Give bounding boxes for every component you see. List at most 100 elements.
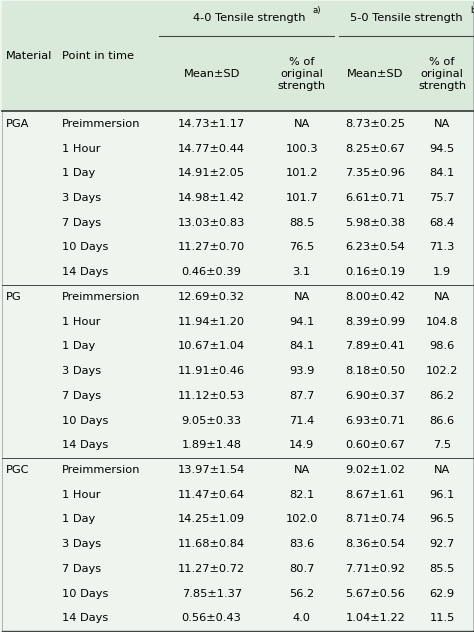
Text: 96.5: 96.5 xyxy=(429,514,455,525)
Text: 1 Hour: 1 Hour xyxy=(62,317,100,327)
Text: 1.89±1.48: 1.89±1.48 xyxy=(182,441,242,450)
Text: Material: Material xyxy=(6,51,53,61)
Text: 102.2: 102.2 xyxy=(426,366,458,376)
Text: Preimmersion: Preimmersion xyxy=(62,292,140,302)
Text: NA: NA xyxy=(434,292,450,302)
Text: 9.02±1.02: 9.02±1.02 xyxy=(345,465,405,475)
Text: 8.25±0.67: 8.25±0.67 xyxy=(345,143,405,154)
Text: 8.73±0.25: 8.73±0.25 xyxy=(345,119,405,129)
Text: 13.03±0.83: 13.03±0.83 xyxy=(178,217,246,228)
Text: 88.5: 88.5 xyxy=(289,217,314,228)
Text: 11.68±0.84: 11.68±0.84 xyxy=(178,539,245,549)
Text: 87.7: 87.7 xyxy=(289,391,314,401)
Text: % of
original
strength: % of original strength xyxy=(278,57,326,90)
Text: PG: PG xyxy=(6,292,22,302)
Text: 4.0: 4.0 xyxy=(293,614,310,623)
Text: Point in time: Point in time xyxy=(62,51,134,61)
Text: 1 Hour: 1 Hour xyxy=(62,490,100,500)
Text: 5.67±0.56: 5.67±0.56 xyxy=(345,588,405,599)
Text: 98.6: 98.6 xyxy=(429,341,455,351)
Text: 0.56±0.43: 0.56±0.43 xyxy=(182,614,242,623)
Text: 14.25±1.09: 14.25±1.09 xyxy=(178,514,245,525)
Text: 80.7: 80.7 xyxy=(289,564,314,574)
Text: 10 Days: 10 Days xyxy=(62,588,108,599)
Text: 86.6: 86.6 xyxy=(429,415,455,425)
Text: Mean±SD: Mean±SD xyxy=(347,69,403,78)
Text: 14 Days: 14 Days xyxy=(62,267,108,277)
Text: 1 Day: 1 Day xyxy=(62,514,95,525)
Text: 8.00±0.42: 8.00±0.42 xyxy=(345,292,405,302)
Text: 101.7: 101.7 xyxy=(285,193,318,203)
Text: 9.05±0.33: 9.05±0.33 xyxy=(182,415,242,425)
Text: 7 Days: 7 Days xyxy=(62,564,101,574)
Text: 11.27±0.72: 11.27±0.72 xyxy=(178,564,245,574)
Text: NA: NA xyxy=(434,465,450,475)
Text: 92.7: 92.7 xyxy=(429,539,455,549)
Text: 86.2: 86.2 xyxy=(429,391,455,401)
Text: 1.9: 1.9 xyxy=(433,267,451,277)
Text: 8.36±0.54: 8.36±0.54 xyxy=(345,539,405,549)
Text: PGC: PGC xyxy=(6,465,30,475)
Text: 0.16±0.19: 0.16±0.19 xyxy=(345,267,405,277)
Text: 11.12±0.53: 11.12±0.53 xyxy=(178,391,245,401)
Text: 1.04±1.22: 1.04±1.22 xyxy=(345,614,405,623)
Text: 6.23±0.54: 6.23±0.54 xyxy=(345,243,405,252)
Text: 14.98±1.42: 14.98±1.42 xyxy=(178,193,245,203)
Text: 10.67±1.04: 10.67±1.04 xyxy=(178,341,245,351)
Text: 3 Days: 3 Days xyxy=(62,539,101,549)
Text: 104.8: 104.8 xyxy=(426,317,458,327)
Text: 62.9: 62.9 xyxy=(429,588,455,599)
Text: 6.61±0.71: 6.61±0.71 xyxy=(345,193,405,203)
Text: 71.3: 71.3 xyxy=(429,243,455,252)
Text: 7.5: 7.5 xyxy=(433,441,451,450)
Text: 13.97±1.54: 13.97±1.54 xyxy=(178,465,245,475)
Text: 5-0 Tensile strength: 5-0 Tensile strength xyxy=(350,13,462,23)
Text: 14.73±1.17: 14.73±1.17 xyxy=(178,119,245,129)
Text: 1 Day: 1 Day xyxy=(62,341,95,351)
Text: 10 Days: 10 Days xyxy=(62,243,108,252)
Text: 14 Days: 14 Days xyxy=(62,441,108,450)
Text: Preimmersion: Preimmersion xyxy=(62,119,140,129)
Text: 4-0 Tensile strength: 4-0 Tensile strength xyxy=(192,13,305,23)
Text: 83.6: 83.6 xyxy=(289,539,314,549)
Text: 102.0: 102.0 xyxy=(285,514,318,525)
Text: NA: NA xyxy=(293,465,310,475)
Text: Preimmersion: Preimmersion xyxy=(62,465,140,475)
Text: 3 Days: 3 Days xyxy=(62,193,101,203)
Text: 85.5: 85.5 xyxy=(429,564,455,574)
Text: 56.2: 56.2 xyxy=(289,588,314,599)
Text: 100.3: 100.3 xyxy=(285,143,318,154)
Text: 7.85±1.37: 7.85±1.37 xyxy=(182,588,242,599)
Text: 0.60±0.67: 0.60±0.67 xyxy=(345,441,405,450)
Text: 6.93±0.71: 6.93±0.71 xyxy=(345,415,405,425)
Text: 7.89±0.41: 7.89±0.41 xyxy=(345,341,405,351)
Text: PGA: PGA xyxy=(6,119,29,129)
Text: 96.1: 96.1 xyxy=(429,490,455,500)
Text: 11.94±1.20: 11.94±1.20 xyxy=(178,317,245,327)
Text: 8.67±1.61: 8.67±1.61 xyxy=(345,490,405,500)
Text: 11.5: 11.5 xyxy=(429,614,455,623)
Text: NA: NA xyxy=(293,292,310,302)
Text: 76.5: 76.5 xyxy=(289,243,314,252)
Text: NA: NA xyxy=(434,119,450,129)
Text: 84.1: 84.1 xyxy=(289,341,314,351)
Text: 71.4: 71.4 xyxy=(289,415,314,425)
Text: 68.4: 68.4 xyxy=(429,217,455,228)
Text: 3.1: 3.1 xyxy=(292,267,311,277)
Text: b): b) xyxy=(470,6,474,15)
Text: 14.91±2.05: 14.91±2.05 xyxy=(178,168,245,178)
Text: 11.91±0.46: 11.91±0.46 xyxy=(178,366,245,376)
Text: 5.98±0.38: 5.98±0.38 xyxy=(345,217,405,228)
Text: 7 Days: 7 Days xyxy=(62,391,101,401)
Text: 82.1: 82.1 xyxy=(289,490,314,500)
Text: 11.27±0.70: 11.27±0.70 xyxy=(178,243,245,252)
Text: 93.9: 93.9 xyxy=(289,366,314,376)
Text: 94.5: 94.5 xyxy=(429,143,455,154)
Text: 84.1: 84.1 xyxy=(429,168,455,178)
Text: 6.90±0.37: 6.90±0.37 xyxy=(345,391,405,401)
Text: 7.35±0.96: 7.35±0.96 xyxy=(345,168,405,178)
Text: 8.18±0.50: 8.18±0.50 xyxy=(345,366,405,376)
Text: 12.69±0.32: 12.69±0.32 xyxy=(178,292,245,302)
Text: Mean±SD: Mean±SD xyxy=(183,69,240,78)
Text: 7 Days: 7 Days xyxy=(62,217,101,228)
